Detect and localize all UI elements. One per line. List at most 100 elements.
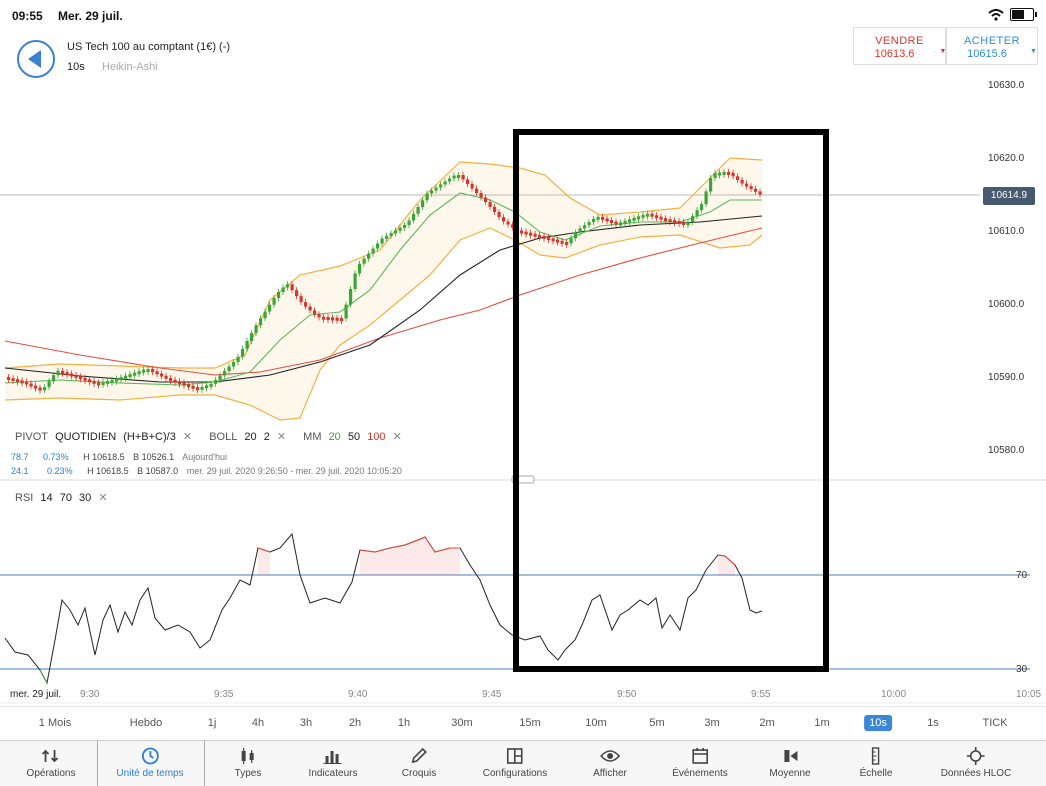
candle-body <box>200 386 204 390</box>
candle-body <box>376 243 380 249</box>
candle-body <box>497 212 501 218</box>
tf-1j[interactable]: 1j <box>207 717 217 729</box>
rsi-overbought-line <box>359 536 460 553</box>
candle-body <box>443 181 447 185</box>
boll-remove-icon[interactable]: ✕ <box>276 431 287 443</box>
candle-body <box>646 213 650 217</box>
current-price-tag: 10614.9 <box>983 187 1035 205</box>
candle-body <box>25 381 29 385</box>
time-label-0945: 9:45 <box>482 689 502 700</box>
candle-body <box>412 213 416 221</box>
candle-body <box>241 348 245 357</box>
candle-body <box>704 191 708 205</box>
pivot-row2-period: mer. 29 juil. 2020 9:26:50 - mer. 29 jui… <box>186 466 402 476</box>
candle-body <box>560 240 564 244</box>
candle-body <box>596 216 600 220</box>
candle-body <box>295 290 299 297</box>
tf-2m[interactable]: 2m <box>759 717 775 729</box>
candle-body <box>655 215 659 219</box>
candle-body <box>614 221 618 225</box>
candle-body <box>83 377 87 381</box>
tf-hebdo[interactable]: Hebdo <box>129 717 163 729</box>
candle-body <box>128 374 132 378</box>
rsi-overbought-fill <box>258 548 270 575</box>
tf-4h[interactable]: 4h <box>251 717 265 729</box>
toolbar-types[interactable]: Types <box>235 741 261 786</box>
buy-button[interactable]: ACHETER 10615.6 ▼ <box>946 27 1038 65</box>
bollinger-fill <box>5 158 762 420</box>
rsi-remove-icon[interactable]: ✕ <box>98 492 108 504</box>
candle-body <box>353 273 357 290</box>
candle-body <box>164 375 168 379</box>
candle-body <box>637 216 641 220</box>
tf-1-mois[interactable]: 1 Mois <box>38 717 72 729</box>
tf-3h[interactable]: 3h <box>299 717 313 729</box>
tf-30m[interactable]: 30m <box>451 717 473 729</box>
back-button[interactable] <box>17 40 55 78</box>
candle-body <box>344 304 348 319</box>
toolbar-timeframe[interactable]: Unité de temps <box>116 741 184 786</box>
rsi-p2: 70 <box>59 492 72 504</box>
candle-body <box>556 239 560 243</box>
candle-body <box>65 372 69 376</box>
candle-body <box>398 227 402 231</box>
toolbar-configurations[interactable]: Configurations <box>483 741 547 786</box>
candle-body <box>547 237 551 241</box>
instrument-timeframe: 10s <box>67 61 85 73</box>
candle-body <box>695 210 699 217</box>
candle-body <box>430 190 434 194</box>
price-chart[interactable] <box>0 0 1046 706</box>
tf-3m[interactable]: 3m <box>704 717 720 729</box>
candle-body <box>380 238 384 244</box>
candle-body <box>308 306 312 311</box>
candle-body <box>709 178 713 192</box>
candle-body <box>475 188 479 193</box>
pivot-formula: (H+B+C)/3 <box>123 431 176 443</box>
toolbar-average[interactable]: Moyenne <box>769 741 811 786</box>
pivot-row-2: 24.1 0.23% H 10618.5 B 10587.0 mer. 29 j… <box>11 466 402 476</box>
candle-body <box>178 381 182 385</box>
tf-2h[interactable]: 2h <box>348 717 362 729</box>
tf-15m[interactable]: 15m <box>519 717 541 729</box>
sell-price: 10613.6 ▼ <box>874 48 947 60</box>
wifi-icon <box>988 8 1004 21</box>
toolbar-hloc[interactable]: Données HLOC <box>941 741 1012 786</box>
tf-10m[interactable]: 10m <box>585 717 607 729</box>
candle-body <box>268 304 272 312</box>
clock-icon <box>116 747 183 765</box>
toolbar-display[interactable]: Afficher <box>593 741 627 786</box>
crosshair-icon <box>941 747 1012 765</box>
toolbar-indicators[interactable]: Indicateurs <box>309 741 357 786</box>
tf-tick[interactable]: TICK <box>982 717 1008 729</box>
candle-body <box>124 375 128 379</box>
toolbar-sketch[interactable]: Croquis <box>402 741 436 786</box>
candle-body <box>34 385 38 389</box>
pivot-name: PIVOT <box>15 431 49 443</box>
candle-body <box>538 234 542 238</box>
sell-button[interactable]: VENDRE 10613.6 ▼ <box>853 27 946 65</box>
tf-1s[interactable]: 1s <box>927 717 939 729</box>
toolbar-events[interactable]: Événements <box>672 741 728 786</box>
toolbar-operations[interactable]: Opérations <box>27 741 76 786</box>
layout-icon <box>483 747 547 765</box>
candle-body <box>250 333 254 341</box>
buy-label: ACHETER <box>963 35 1021 47</box>
tf-5m[interactable]: 5m <box>649 717 665 729</box>
time-axis-date: mer. 29 juil. <box>10 689 62 700</box>
candle-body <box>110 379 114 383</box>
tf-1m[interactable]: 1m <box>814 717 830 729</box>
time-label-1005: 10:05 <box>1016 689 1042 700</box>
candle-body <box>434 187 438 191</box>
bollinger-upper <box>4 157 763 369</box>
pivot-row2-l: B 10587.0 <box>137 466 179 476</box>
toolbar-scale[interactable]: Échelle <box>860 741 892 786</box>
rsi-overbought-fill <box>360 537 460 575</box>
candle-body <box>682 221 686 225</box>
pivot-remove-icon[interactable]: ✕ <box>182 431 193 443</box>
arrows-updown-icon <box>27 747 76 765</box>
tf-10s[interactable]: 10s <box>864 715 892 731</box>
tf-1h[interactable]: 1h <box>397 717 411 729</box>
time-label-0950: 9:50 <box>617 689 637 700</box>
mm-remove-icon[interactable]: ✕ <box>392 431 402 443</box>
price-label-10600: 10600.0 <box>988 299 1025 310</box>
